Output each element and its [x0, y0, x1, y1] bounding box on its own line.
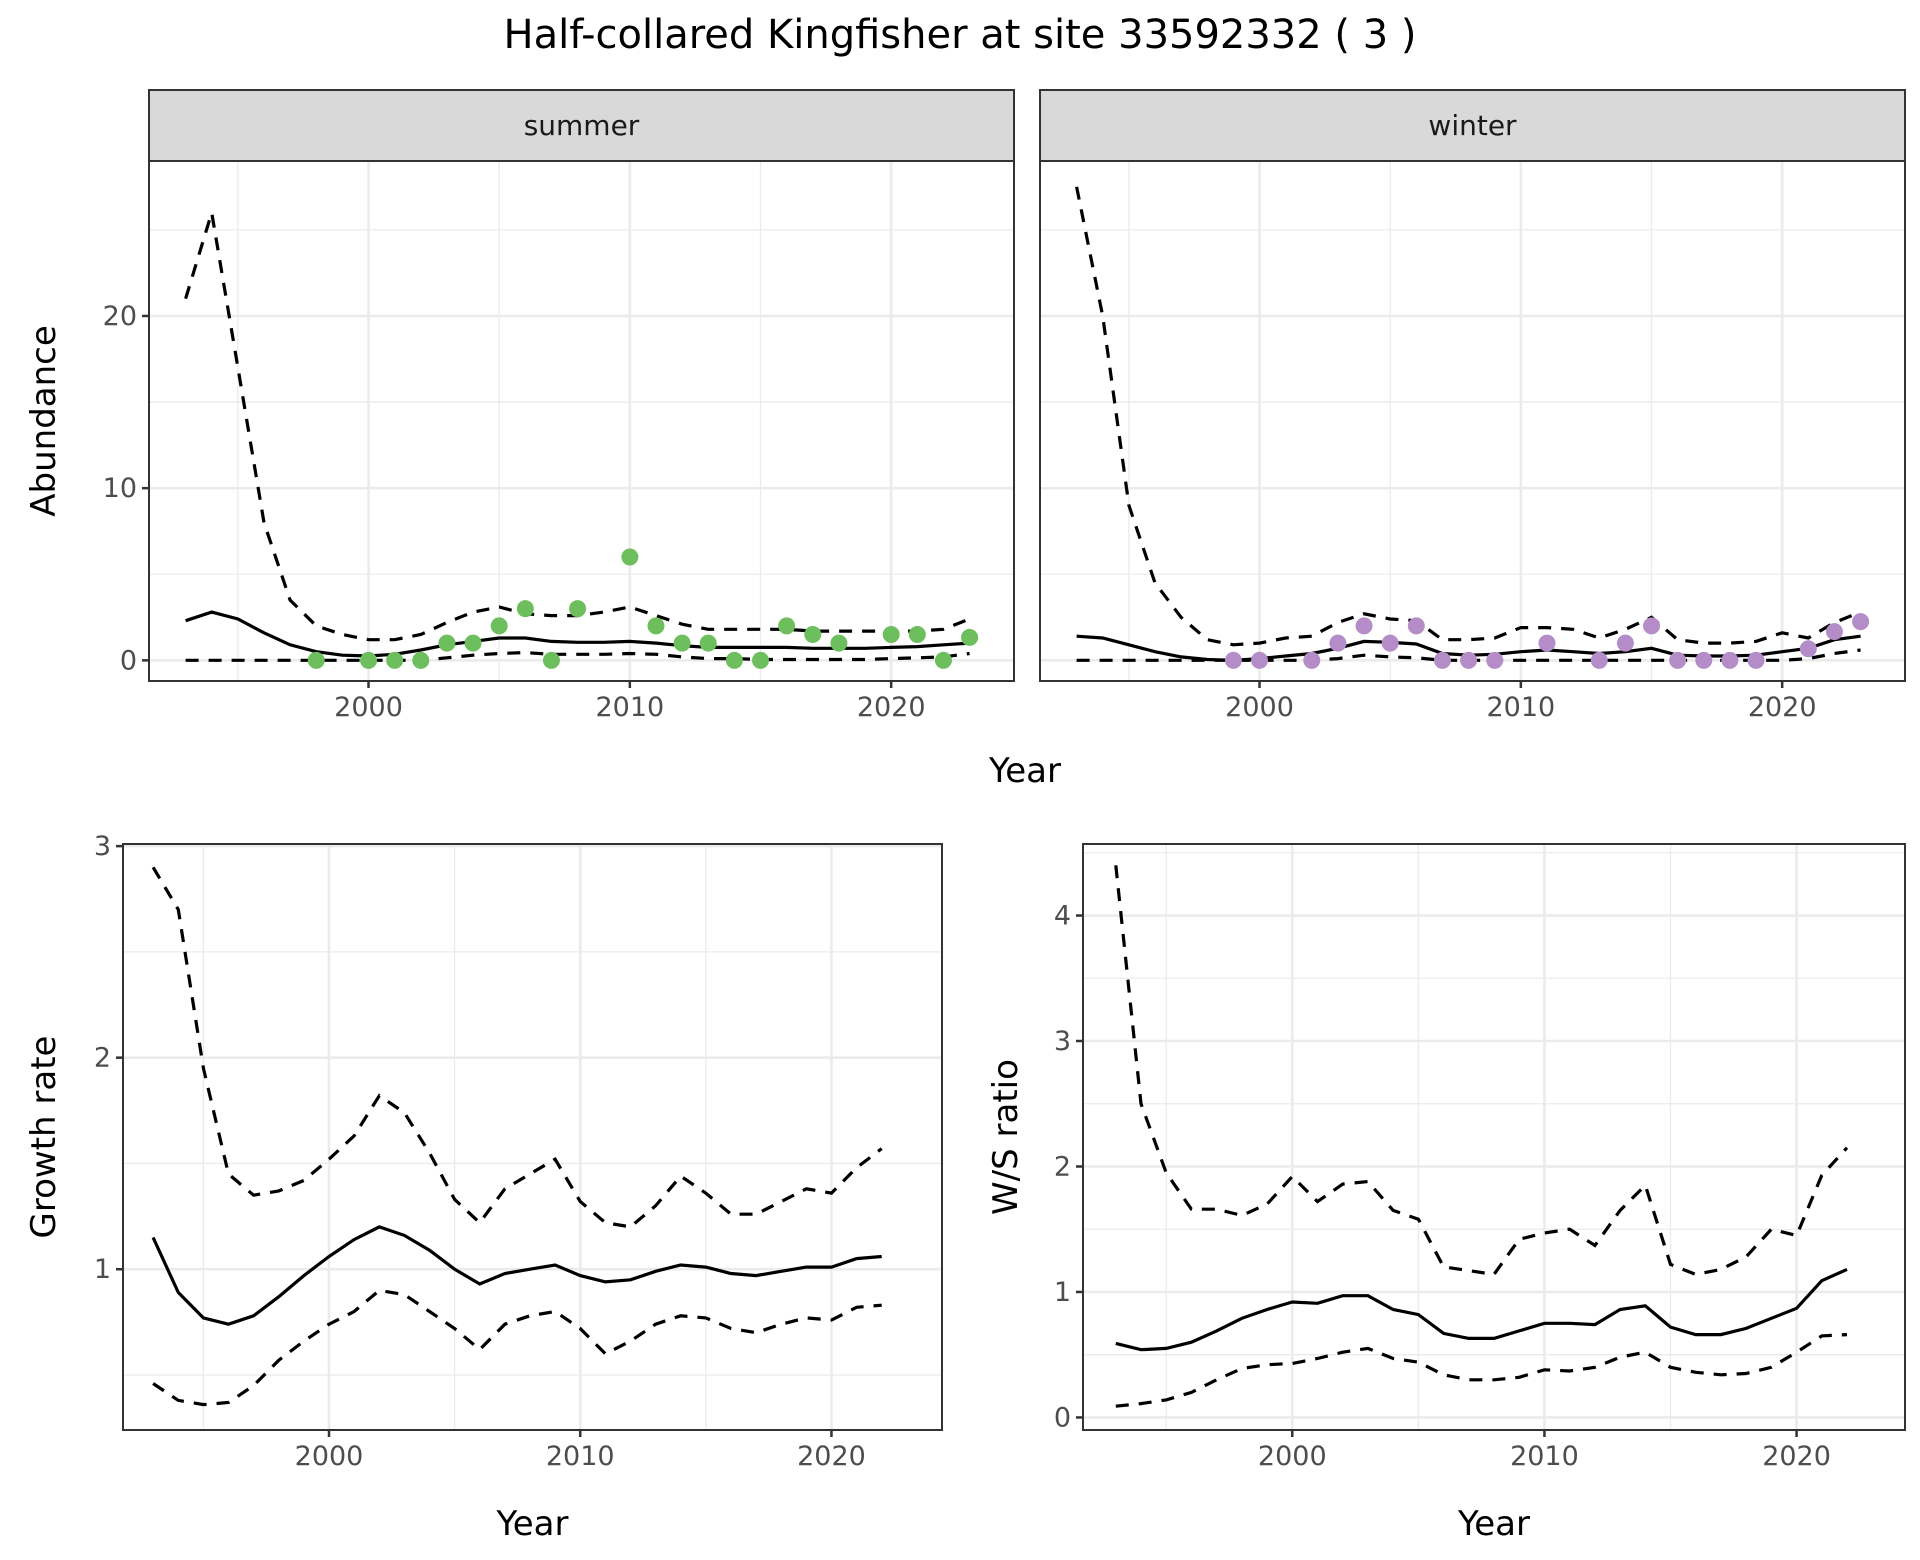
- data-point: [882, 626, 900, 644]
- panel-winter: 2000 2010 2020 winter: [1039, 89, 1906, 723]
- y-axis-title: W/S ratio: [986, 1059, 1026, 1215]
- data-point: [1224, 651, 1242, 669]
- data-point: [752, 651, 770, 669]
- lower-bound-line: [1115, 1333, 1848, 1408]
- y-axis-title: Abundance: [24, 325, 64, 517]
- x-tick-label: 2000: [295, 1441, 364, 1472]
- x-tick-label: 2020: [1748, 692, 1817, 723]
- data-point: [1433, 651, 1451, 669]
- x-tick-label: 2020: [1762, 1441, 1831, 1472]
- data-point: [961, 628, 979, 646]
- y-tick-label: 10: [103, 473, 137, 504]
- data-point: [1799, 640, 1817, 658]
- data-point: [1643, 617, 1661, 635]
- data-point: [360, 651, 378, 669]
- data-point: [1486, 651, 1504, 669]
- data-point: [621, 548, 639, 566]
- x-tick-label: 2010: [546, 1441, 615, 1472]
- panel-plot-2: 2000 2010 2020 1 2 3 Growth rate Year: [24, 831, 943, 1544]
- x-tick-label: 2000: [1225, 692, 1294, 723]
- plot-background: [149, 161, 1014, 681]
- data-point: [908, 626, 926, 644]
- y-tick-label: 0: [1054, 1402, 1071, 1433]
- y-tick-label: 0: [120, 645, 137, 676]
- data-point: [1669, 651, 1687, 669]
- facet-strip: [148, 89, 1015, 162]
- data-point: [1695, 651, 1713, 669]
- data-point: [542, 651, 560, 669]
- plot-background: [1040, 161, 1905, 681]
- y-tick-label: 4: [1054, 901, 1071, 932]
- data-point: [516, 600, 534, 618]
- x-tick-label: 2000: [1258, 1441, 1327, 1472]
- x-tick-label: 2020: [797, 1441, 866, 1472]
- data-point: [1329, 634, 1347, 652]
- data-point: [1460, 651, 1478, 669]
- data-point: [830, 634, 848, 652]
- panel-summer: 2000 2010 2020 0 10 20 Abundance summer Year: [24, 89, 1061, 791]
- mean-line: [151, 1225, 882, 1326]
- data-point: [1355, 617, 1373, 635]
- data-point: [1747, 651, 1765, 669]
- data-point: [1381, 634, 1399, 652]
- data-point: [1825, 623, 1843, 641]
- y-tick-label: 1: [1054, 1277, 1071, 1308]
- data-point: [725, 651, 743, 669]
- data-point: [569, 600, 587, 618]
- data-point: [647, 617, 665, 635]
- panel-plot-3: 2000 2010 2020 0 1 2 3 4 W/S ratio Year: [986, 843, 1906, 1544]
- x-axis-title: Year: [496, 1504, 569, 1544]
- data-point: [1303, 651, 1321, 669]
- panel-border: [1082, 843, 1906, 1431]
- chart-title: Half-collared Kingfisher at site 3359233…: [503, 12, 1417, 58]
- x-tick-label: 2020: [857, 692, 926, 723]
- panel-border: [122, 843, 943, 1431]
- data-point: [1852, 613, 1870, 631]
- upper-bound-line: [151, 866, 883, 1229]
- data-point: [673, 634, 691, 652]
- data-point: [490, 617, 508, 635]
- mean-line: [1115, 1267, 1848, 1352]
- y-tick-label: 20: [103, 301, 137, 332]
- x-axis-title: Year: [988, 751, 1061, 791]
- x-tick-label: 2000: [334, 692, 403, 723]
- facet-strip: [1039, 89, 1906, 162]
- data-point: [307, 651, 325, 669]
- plot-background: [123, 844, 942, 1430]
- x-tick-label: 2010: [595, 692, 664, 723]
- x-axis-title: Year: [1457, 1504, 1530, 1544]
- data-point: [1616, 634, 1634, 652]
- y-axis-title: Growth rate: [24, 1036, 64, 1239]
- data-point: [804, 626, 822, 644]
- data-point: [934, 651, 952, 669]
- data-point: [1407, 617, 1425, 635]
- upper-bound-line: [1114, 865, 1849, 1277]
- x-tick-label: 2010: [1486, 692, 1555, 723]
- y-tick-label: 3: [94, 831, 111, 862]
- x-tick-label: 2010: [1510, 1441, 1579, 1472]
- y-tick-label: 2: [94, 1043, 111, 1074]
- data-point: [438, 634, 456, 652]
- data-point: [1251, 651, 1269, 669]
- data-point: [1538, 634, 1556, 652]
- lower-bound-line: [185, 650, 970, 662]
- plot-background: [1083, 844, 1905, 1430]
- y-tick-label: 2: [1054, 1151, 1071, 1182]
- facet-strip-label: winter: [1428, 109, 1517, 142]
- y-tick-label: 1: [94, 1254, 111, 1285]
- facet-strip-label: summer: [524, 109, 640, 142]
- y-tick-label: 3: [1054, 1026, 1071, 1057]
- data-point: [1590, 651, 1608, 669]
- data-point: [1721, 651, 1739, 669]
- data-point: [464, 634, 482, 652]
- data-point: [412, 651, 430, 669]
- data-point: [699, 634, 717, 652]
- lower-bound-line: [152, 1288, 882, 1407]
- data-point: [386, 651, 404, 669]
- data-point: [778, 617, 796, 635]
